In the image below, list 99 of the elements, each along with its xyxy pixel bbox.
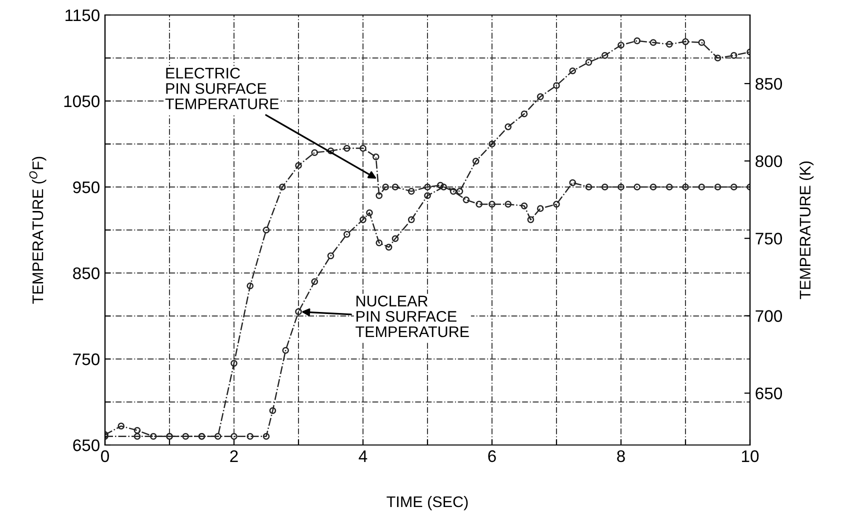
point	[327, 147, 334, 154]
point	[295, 308, 302, 316]
y2-tick-label: 800	[756, 155, 782, 168]
point	[182, 432, 190, 440]
point	[520, 110, 528, 118]
point	[476, 200, 483, 208]
point	[472, 158, 480, 165]
point	[553, 200, 560, 208]
point	[536, 93, 544, 100]
point	[520, 202, 528, 210]
point	[436, 182, 444, 189]
point	[118, 422, 125, 430]
point	[730, 52, 738, 59]
point	[650, 184, 657, 190]
x-axis-title: TIME (SEC)	[386, 496, 468, 510]
point	[385, 244, 392, 251]
x-tick-label: 10	[742, 450, 759, 462]
point	[392, 235, 399, 242]
point	[343, 230, 350, 238]
point	[569, 179, 576, 186]
point	[246, 282, 254, 290]
point	[440, 184, 448, 190]
point	[450, 188, 457, 195]
point	[462, 196, 470, 204]
point	[682, 184, 689, 190]
point	[618, 184, 624, 190]
point	[569, 67, 576, 74]
point	[327, 252, 334, 260]
y2-tick-label: 850	[756, 78, 782, 90]
point	[295, 162, 302, 169]
y-axis-title: TEMPERATURE ($^{O}$F)	[29, 156, 46, 304]
point	[311, 278, 318, 286]
point	[134, 426, 141, 434]
point	[269, 407, 276, 414]
point	[585, 184, 592, 190]
y2-tick-label: 750	[756, 232, 782, 245]
point	[366, 209, 373, 216]
annotation: NUCLEAR PIN SURFACE TEMPERATURE	[356, 296, 469, 338]
y-tick-label: 750	[73, 353, 100, 366]
point	[311, 149, 318, 156]
point	[408, 216, 415, 224]
x-tick-label: 0	[101, 450, 109, 462]
y-tick-label: 850	[73, 267, 100, 280]
point	[372, 153, 380, 160]
point	[714, 184, 722, 190]
point	[246, 432, 254, 440]
point	[134, 432, 141, 440]
point	[666, 184, 673, 190]
point	[682, 38, 689, 46]
annotation: ELECTRIC PIN SURFACE TEMPERATURE	[165, 68, 279, 110]
point	[488, 200, 496, 208]
point	[488, 140, 496, 148]
y-tick-label: 650	[73, 439, 100, 452]
point	[150, 432, 157, 440]
point	[666, 40, 673, 48]
point	[601, 184, 608, 190]
point	[262, 226, 270, 234]
y2-axis-title: TEMPERATURE (K)	[799, 161, 814, 300]
point	[214, 432, 222, 440]
point	[392, 184, 399, 190]
point	[278, 184, 286, 190]
x-tick-label: 2	[230, 450, 238, 462]
point	[536, 205, 544, 212]
point	[230, 360, 238, 367]
point	[282, 346, 290, 354]
x-tick-label: 6	[488, 450, 496, 462]
point	[424, 184, 431, 190]
point	[262, 432, 270, 440]
x-tick-label: 4	[358, 450, 368, 462]
point	[650, 39, 657, 46]
point	[698, 184, 706, 190]
x-tick-label: 8	[617, 450, 625, 462]
y2-tick-label: 650	[756, 388, 782, 400]
point	[376, 192, 383, 200]
point	[456, 188, 464, 195]
point	[360, 216, 366, 224]
point	[553, 82, 560, 89]
point	[618, 42, 624, 49]
point	[343, 144, 350, 152]
y2-tick-label: 700	[756, 310, 782, 322]
point	[730, 184, 738, 190]
point	[504, 200, 512, 208]
y-tick-label: 1050	[64, 95, 100, 108]
point	[376, 239, 383, 246]
point	[230, 432, 238, 440]
point	[585, 58, 592, 66]
point	[424, 192, 431, 200]
y-tick-label: 1150	[66, 9, 100, 22]
point	[382, 184, 389, 190]
point	[601, 52, 608, 59]
y-tick-label: 950	[73, 181, 100, 194]
point	[698, 39, 706, 46]
point	[408, 188, 415, 195]
point	[634, 184, 641, 190]
point	[714, 54, 722, 62]
point	[634, 37, 641, 44]
point	[504, 123, 512, 130]
point	[360, 144, 366, 152]
point	[527, 216, 534, 224]
